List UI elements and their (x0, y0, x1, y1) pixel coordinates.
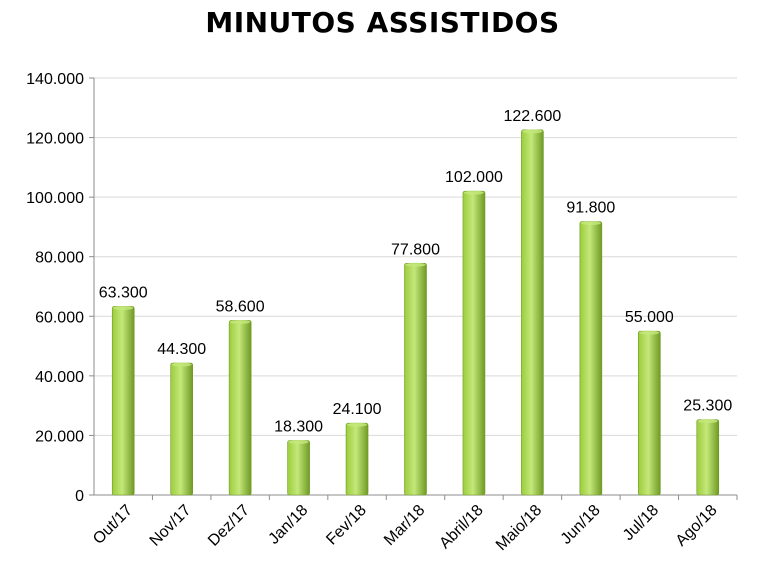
data-labels: 63.300 44.300 58.600 18.300 24.100 77.800 102.… (99, 108, 733, 436)
data-label: 58.600 (216, 298, 265, 315)
bar-maio-18 (521, 129, 544, 496)
bar-cap (463, 190, 484, 195)
x-tick-label: Fev/18 (323, 502, 370, 549)
y-tick-label: 0 (75, 488, 84, 505)
y-tick-label: 100.000 (26, 190, 84, 207)
chart-title: MINUTOS ASSISTIDOS (205, 6, 560, 39)
x-tick-label: Maio/18 (493, 502, 545, 554)
y-tick-label: 20.000 (35, 428, 84, 445)
bars (111, 129, 720, 496)
x-tick-label: Jul/18 (620, 502, 662, 544)
bar-out-17 (111, 306, 135, 496)
bar-cap (639, 330, 660, 335)
data-label: 24.100 (333, 401, 382, 418)
y-tick-label: 80.000 (35, 250, 84, 267)
bar-nov-17 (170, 362, 193, 496)
bar-dez-17 (228, 320, 252, 496)
data-label: 44.300 (157, 341, 206, 358)
data-label: 102.000 (445, 169, 503, 186)
data-label: 77.800 (391, 241, 440, 258)
x-tick-label: Jan/18 (265, 502, 311, 548)
bar-mar-18 (404, 262, 427, 496)
bar-jan-18 (287, 440, 310, 496)
bar-cap (113, 305, 134, 310)
x-tick-label: Out/17 (90, 502, 136, 548)
bar-cap (580, 221, 601, 226)
bar-jul-18 (638, 330, 661, 496)
bar-cap (347, 422, 368, 427)
bar-jun-18 (579, 221, 603, 496)
bar-cap (522, 129, 543, 134)
y-tick-label: 120.000 (26, 131, 84, 148)
data-label: 122.600 (503, 108, 561, 125)
y-tick-label: 140.000 (26, 71, 84, 88)
bar-fev-18 (345, 422, 369, 496)
bar-cap (288, 439, 309, 444)
bar-abril-18 (462, 190, 486, 496)
bar-cap (405, 262, 426, 267)
x-tick-label: Mar/18 (381, 502, 428, 549)
bar-cap (171, 362, 192, 367)
x-tick-label: Jun/18 (558, 502, 604, 548)
data-label: 25.300 (683, 398, 732, 415)
bar-ago-18 (696, 419, 720, 496)
x-tick-label: Dez/17 (205, 502, 253, 550)
x-tick-label: Ago/18 (673, 502, 721, 550)
data-label: 91.800 (566, 200, 615, 217)
y-tick-label: 40.000 (35, 369, 84, 386)
bar-cap (230, 319, 251, 324)
x-tick-label: Nov/17 (147, 502, 195, 550)
bar-cap (697, 419, 718, 424)
data-label: 63.300 (99, 284, 148, 301)
data-label: 18.300 (274, 418, 323, 435)
data-label: 55.000 (625, 309, 674, 326)
x-tick-label: Abril/18 (436, 502, 486, 552)
y-tick-label: 60.000 (35, 309, 84, 326)
